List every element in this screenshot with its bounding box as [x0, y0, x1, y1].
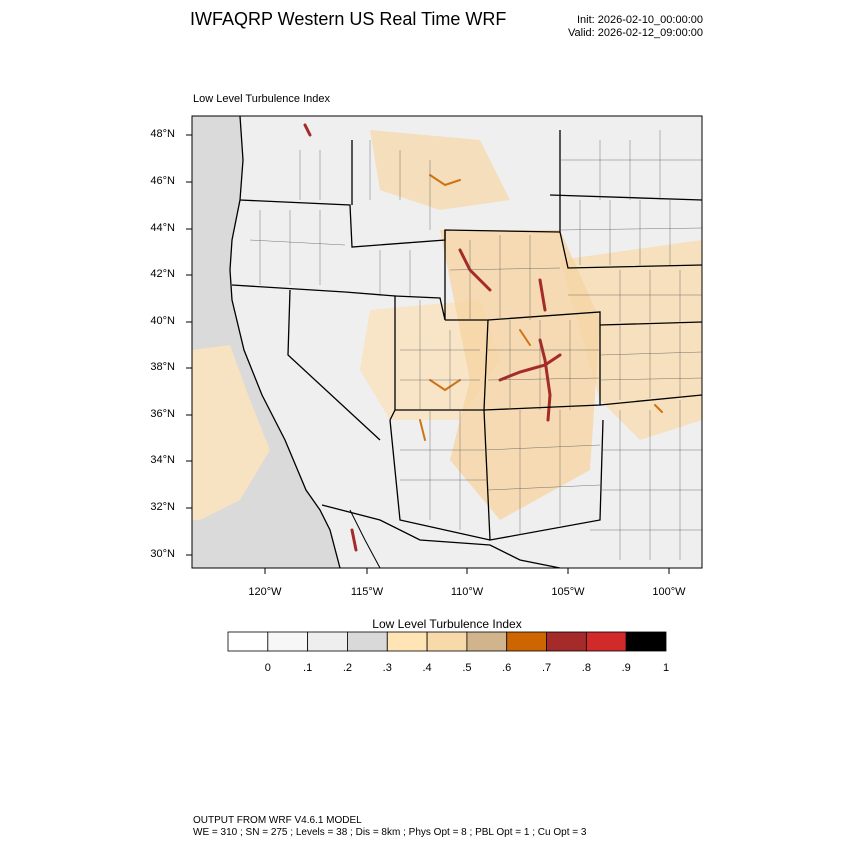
- colorbar-box-10: [626, 632, 666, 651]
- colorbar-label-8: .8: [571, 662, 601, 674]
- colorbar-label-9: .9: [611, 662, 641, 674]
- colorbar-box-7: [507, 632, 547, 651]
- footer-model: OUTPUT FROM WRF V4.6.1 MODEL: [193, 815, 362, 826]
- colorbar-label-5: .5: [452, 662, 482, 674]
- footer-config: WE = 310 ; SN = 275 ; Levels = 38 ; Dis …: [193, 827, 586, 838]
- colorbar-box-5: [427, 632, 467, 651]
- colorbar-label-6: .6: [492, 662, 522, 674]
- colorbar-label-4: .4: [412, 662, 442, 674]
- colorbar-box-8: [547, 632, 587, 651]
- colorbar-box-9: [586, 632, 626, 651]
- colorbar-box-0: [228, 632, 268, 651]
- colorbar-box-6: [467, 632, 507, 651]
- colorbar-label-1: .1: [293, 662, 323, 674]
- colorbar-label-7: .7: [532, 662, 562, 674]
- colorbar-label-10: 1: [651, 662, 681, 674]
- colorbar-label-0: 0: [253, 662, 283, 674]
- colorbar-box-3: [347, 632, 387, 651]
- colorbar-label-3: .3: [372, 662, 402, 674]
- colorbar-box-1: [268, 632, 308, 651]
- colorbar-label-2: .2: [332, 662, 362, 674]
- colorbar-box-2: [308, 632, 348, 651]
- colorbar-box-4: [387, 632, 427, 651]
